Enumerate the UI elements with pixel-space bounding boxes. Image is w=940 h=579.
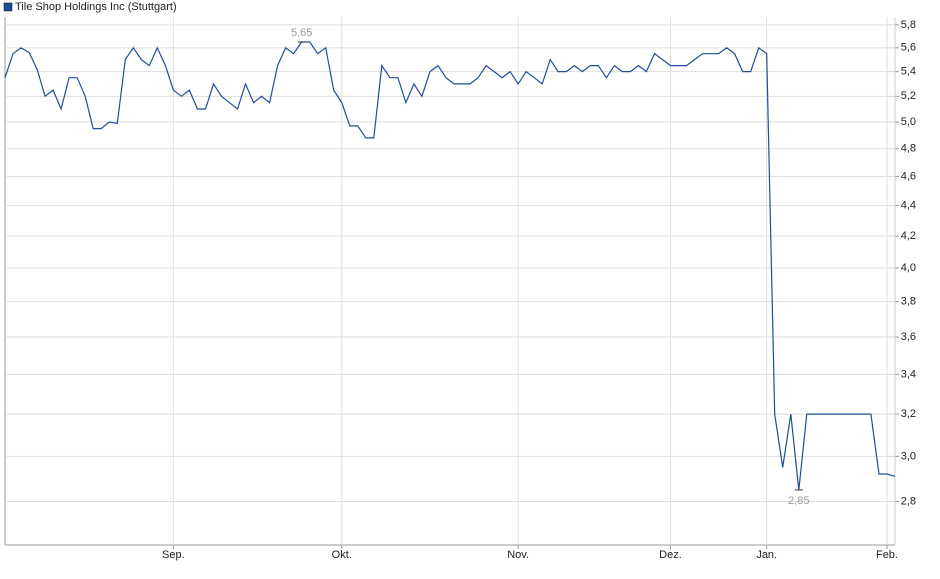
y-tick-label: 4,8 xyxy=(901,143,916,155)
y-tick-label: 5,2 xyxy=(901,90,916,102)
y-tick-label: 2,8 xyxy=(901,495,916,507)
x-tick-label: Dez. xyxy=(659,549,682,561)
legend-swatch xyxy=(3,2,13,12)
y-tick-label: 5,6 xyxy=(901,42,916,54)
legend-label: Tile Shop Holdings Inc (Stuttgart) xyxy=(15,1,177,13)
y-tick-label: 4,4 xyxy=(901,200,916,212)
x-tick-label: Sep. xyxy=(162,549,185,561)
y-tick-label: 4,0 xyxy=(901,262,916,274)
x-tick-label: Nov. xyxy=(507,549,529,561)
y-tick-label: 5,4 xyxy=(901,66,916,78)
y-tick-label: 4,6 xyxy=(901,170,916,182)
x-tick-label: Feb. xyxy=(876,549,898,561)
y-tick-label: 3,4 xyxy=(901,368,916,380)
y-tick-label: 4,2 xyxy=(901,230,916,242)
value-label: 5,65 xyxy=(291,27,312,39)
y-tick-label: 3,0 xyxy=(901,450,916,462)
y-tick-label: 5,8 xyxy=(901,19,916,31)
x-tick-label: Okt. xyxy=(332,549,352,561)
y-tick-label: 3,6 xyxy=(901,331,916,343)
price-line xyxy=(4,41,896,490)
y-tick-label: 3,2 xyxy=(901,408,916,420)
value-label: 2,85 xyxy=(788,495,809,507)
x-tick-label: Jan. xyxy=(756,549,777,561)
y-tick-label: 3,8 xyxy=(901,296,916,308)
y-tick-label: 5,0 xyxy=(901,116,916,128)
